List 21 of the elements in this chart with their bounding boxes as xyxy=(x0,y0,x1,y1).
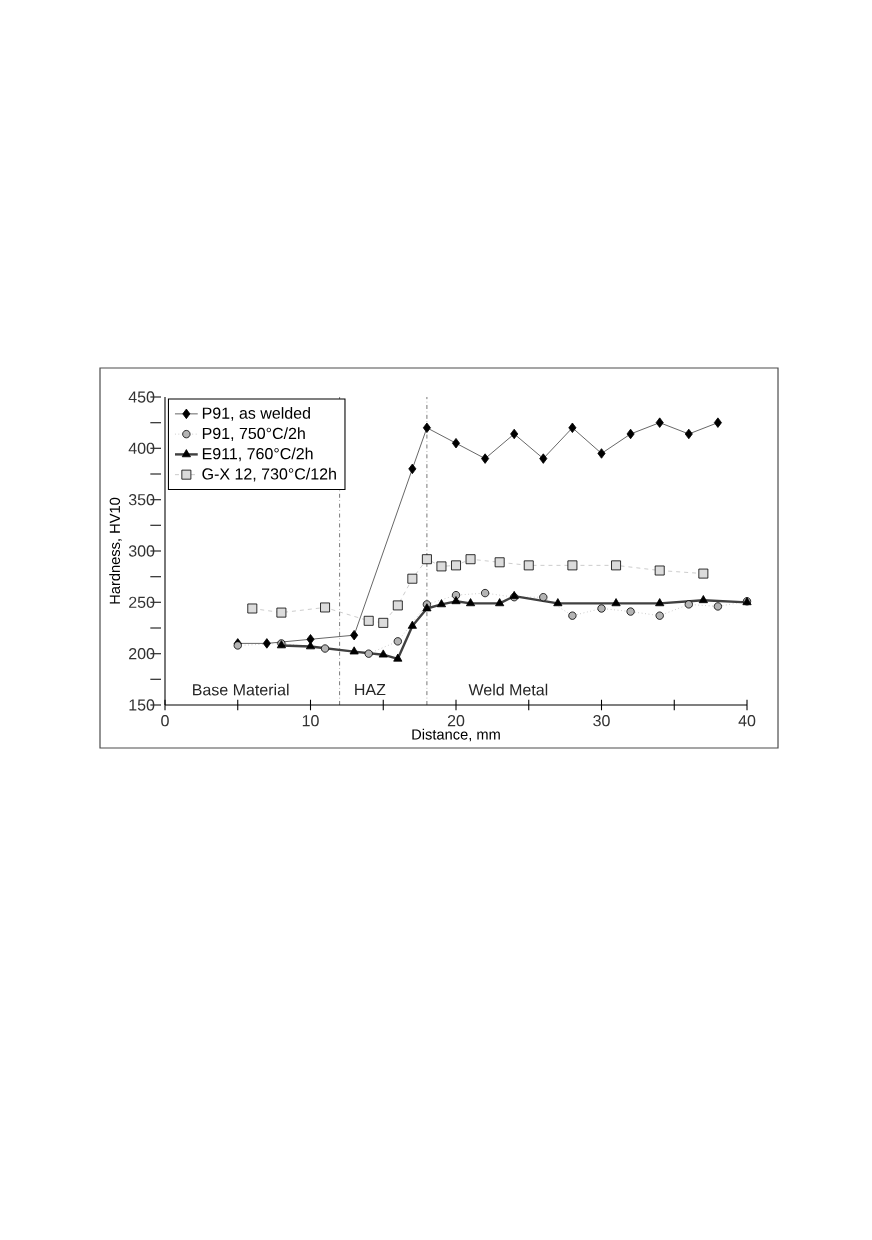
y-tick-label: 300 xyxy=(128,545,155,557)
legend-label: E911, 760°C/2h xyxy=(202,447,313,462)
y-axis-title: Hardness, HV10 xyxy=(109,497,122,604)
annotation: HAZ xyxy=(355,684,386,696)
annotation: Weld Metal xyxy=(468,683,548,696)
legend-label: P91, 750°C/2h xyxy=(202,427,305,441)
y-tick-label: 450 xyxy=(128,391,155,403)
x-axis-title: Distance, mm xyxy=(412,728,500,742)
y-tick-label: 150 xyxy=(129,699,155,711)
legend-label: P91, as welded xyxy=(202,407,310,421)
x-tick-label: 0 xyxy=(161,715,169,727)
y-tick-label: 250 xyxy=(129,596,155,608)
x-tick-label: 10 xyxy=(302,715,319,727)
y-tick-label: 400 xyxy=(128,442,155,454)
y-tick-label: 350 xyxy=(128,494,155,506)
annotation: Base Material xyxy=(193,683,289,696)
x-tick-label: 20 xyxy=(447,715,465,727)
legend-label: G-X 12, 730°C/12h xyxy=(202,467,336,482)
y-tick-label: 200 xyxy=(129,648,155,660)
x-tick-label: 40 xyxy=(738,715,756,727)
x-tick-label: 30 xyxy=(593,715,610,727)
